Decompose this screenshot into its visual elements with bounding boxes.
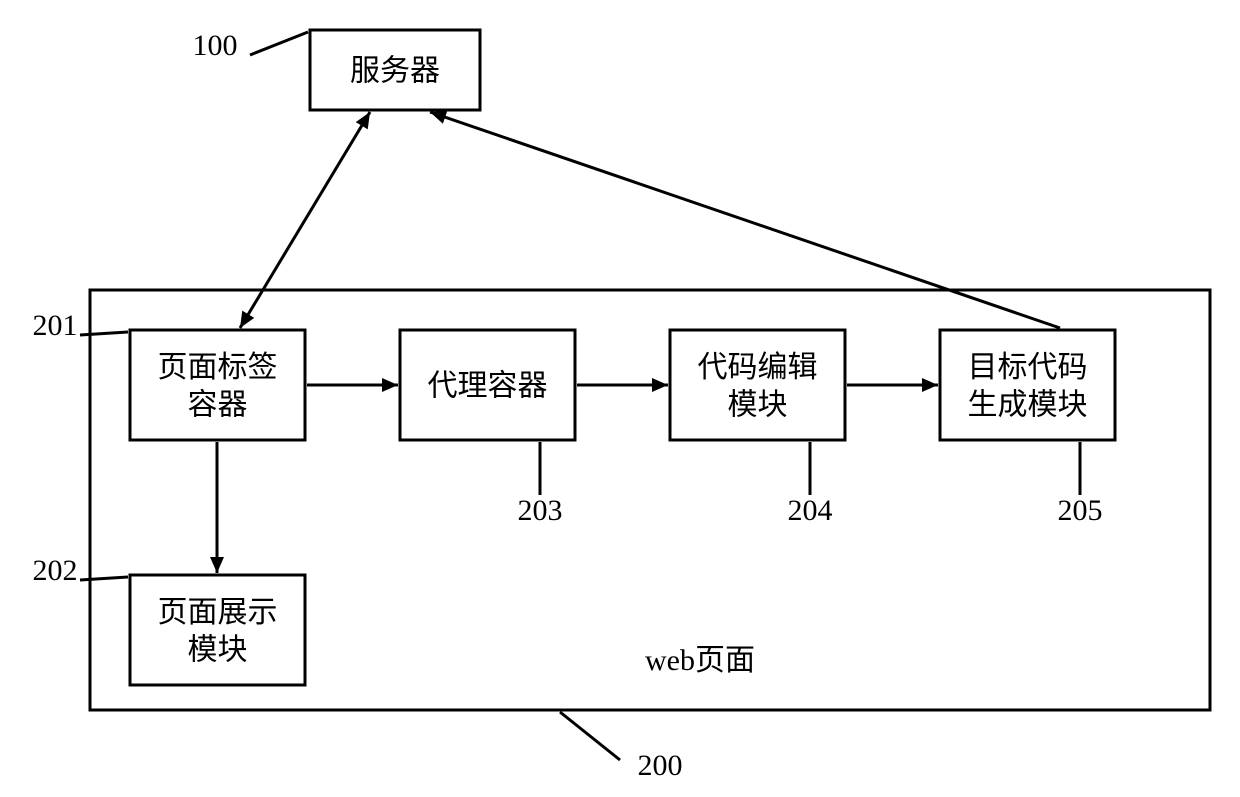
node-label: 页面标签 xyxy=(158,351,278,384)
node-label: 代码编辑 xyxy=(698,351,818,384)
node-page-display-module: 页面展示模块 202 xyxy=(33,554,306,685)
container-label: web页面 xyxy=(645,644,755,677)
node-label: 页面展示 xyxy=(158,596,278,629)
node-ref: 205 xyxy=(1058,494,1103,527)
node-ref: 202 xyxy=(33,554,78,587)
node-label: 生成模块 xyxy=(968,388,1088,421)
system-diagram: web页面200服务器100页面标签容器201页面展示模块202代理容器203代… xyxy=(0,0,1240,797)
node-ref: 201 xyxy=(33,309,78,342)
container-ref: 200 xyxy=(638,749,683,782)
node-label: 服务器 xyxy=(350,55,440,88)
node-label: 模块 xyxy=(728,388,788,421)
node-label: 容器 xyxy=(188,388,248,421)
node-label: 模块 xyxy=(188,633,248,666)
node-target-code-gen-module: 目标代码生成模块 205 xyxy=(940,330,1115,527)
node-ref: 100 xyxy=(193,29,238,62)
node-server: 服务器 100 xyxy=(193,29,481,110)
node-ref: 203 xyxy=(518,494,563,527)
node-label: 目标代码 xyxy=(968,351,1088,384)
node-code-edit-module: 代码编辑模块 204 xyxy=(670,330,845,527)
node-ref: 204 xyxy=(788,494,833,527)
node-proxy-container: 代理容器 203 xyxy=(400,330,575,527)
node-label: 代理容器 xyxy=(428,370,548,403)
node-page-tag-container: 页面标签容器 201 xyxy=(33,309,306,440)
